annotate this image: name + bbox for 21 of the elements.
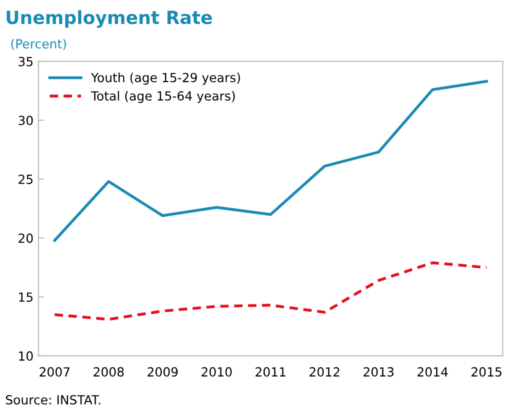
- x-tick-label: 2015: [472, 367, 502, 377]
- legend-label: Total (age 15-64 years): [90, 90, 235, 104]
- x-tick-label: 2008: [94, 367, 124, 377]
- chart-subtitle: (Percent): [11, 38, 66, 50]
- x-tick-label: 2011: [256, 367, 286, 377]
- x-tick-label: 2009: [148, 367, 178, 377]
- source-note: Source: INSTAT.: [6, 395, 100, 405]
- x-tick-label: 2007: [40, 367, 70, 377]
- x-tick-label: 2010: [202, 367, 232, 377]
- y-tick-label: 25: [18, 174, 33, 184]
- y-tick-label: 35: [18, 56, 33, 66]
- x-tick-label: 2012: [310, 367, 340, 377]
- x-tick-label: 2013: [364, 367, 394, 377]
- line-series: [53, 261, 488, 321]
- y-tick-label: 30: [18, 116, 33, 126]
- chart-title: Unemployment Rate: [6, 10, 212, 28]
- y-tick-label: 10: [19, 351, 33, 361]
- y-tick-label: 15: [19, 292, 33, 302]
- x-tick-label: 2014: [418, 367, 448, 377]
- y-tick-label: 20: [18, 234, 33, 243]
- legend-label: Youth (age 15-29 years): [90, 72, 240, 85]
